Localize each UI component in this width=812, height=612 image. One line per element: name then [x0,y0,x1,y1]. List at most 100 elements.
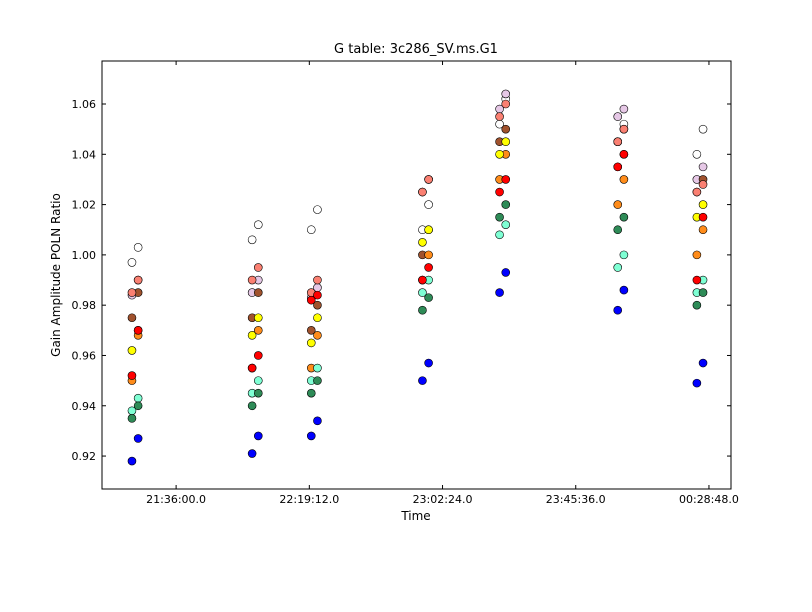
point [698,288,708,297]
point [127,258,137,267]
x-tick-label: 00:28:48.0 [679,493,739,506]
point [306,326,316,335]
point [133,275,143,285]
point [127,371,137,380]
point [692,149,702,159]
point [313,300,322,310]
point [698,212,708,222]
point [306,388,316,398]
point [418,238,427,247]
point [133,393,143,403]
point [253,220,263,230]
point [253,431,263,441]
point [253,313,263,323]
x-tick-label: 23:45:36.0 [546,493,606,506]
point [253,388,263,398]
point [313,205,322,214]
x-tick-label: 23:02:24.0 [413,493,473,506]
point [313,376,322,385]
point [495,112,504,121]
point [253,376,263,385]
x-axis-label: Time [400,509,430,523]
point [692,187,702,197]
point [619,149,629,159]
x-tick-label: 21:36:00.0 [146,493,206,506]
point [501,220,511,230]
point [247,449,257,458]
point [613,162,623,172]
point [619,175,629,184]
point [501,99,511,109]
point [313,313,322,323]
point [247,363,257,373]
point [495,212,504,222]
point [306,295,316,305]
point [424,250,433,260]
point [127,346,137,355]
point [692,275,702,285]
point [253,326,263,335]
y-tick-label: 0.96 [72,349,97,362]
point [424,263,433,272]
y-tick-label: 1.06 [72,98,97,111]
point [698,180,708,189]
point [501,268,511,277]
point [418,288,427,297]
point [313,290,322,300]
point [418,376,427,385]
y-tick-label: 1.04 [72,148,97,161]
point [698,358,708,368]
point [698,200,708,209]
point [313,331,322,340]
point [501,124,511,134]
plot-frame [101,60,732,490]
y-tick-label: 0.94 [72,400,97,413]
point [692,250,702,260]
point [619,250,629,260]
point [247,401,257,411]
point [247,235,257,245]
point [613,225,623,235]
point [253,288,263,297]
chart-title: G table: 3c286_SV.ms.G1 [334,42,498,57]
point [698,162,708,172]
y-tick-label: 1.00 [72,249,97,262]
point [306,338,316,348]
point [619,104,629,114]
point [501,89,511,99]
point [619,124,629,134]
point [418,187,427,197]
y-axis-label: Gain Amplitude POLN Ratio [49,193,63,357]
point [501,137,511,147]
y-tick-label: 1.02 [72,199,97,212]
point [127,456,137,466]
point [692,300,702,310]
point [424,175,433,184]
point [253,351,263,360]
point [613,137,623,147]
point [501,200,511,209]
point [501,175,511,184]
point [247,275,257,285]
point [133,434,143,443]
point [127,313,137,323]
point [418,305,427,315]
point [418,275,427,285]
point [424,358,433,368]
point [424,225,433,235]
point [698,225,708,235]
point [424,200,433,209]
point [133,401,143,411]
point [495,187,504,197]
x-tick-label: 22:19:12.0 [279,493,339,506]
point [424,293,433,302]
point [247,331,257,340]
y-tick-label: 0.92 [72,450,97,463]
point [306,225,316,235]
point [619,212,629,222]
point [698,124,708,134]
point [313,363,322,373]
point [613,305,623,315]
y-tick-label: 0.98 [72,299,97,312]
